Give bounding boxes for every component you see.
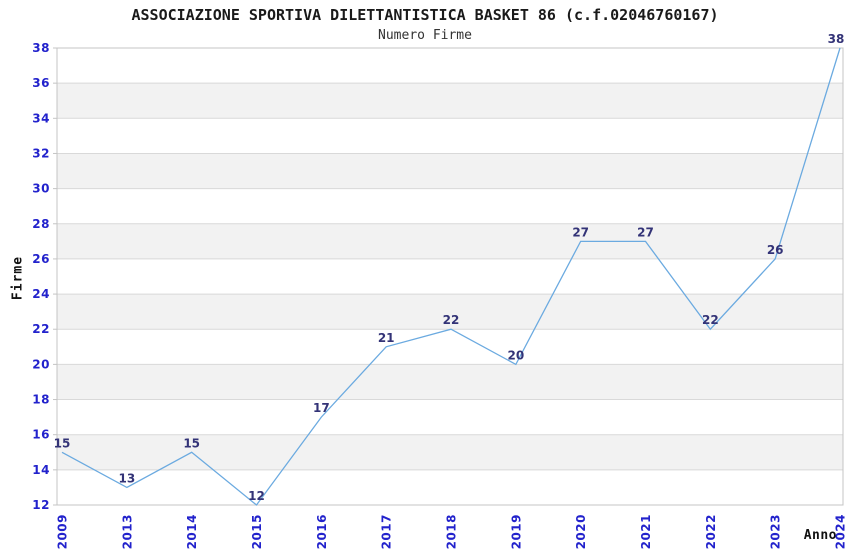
x-tick-label: 2018 bbox=[445, 514, 459, 549]
data-line bbox=[61, 47, 841, 506]
y-tick-label: 22 bbox=[32, 322, 50, 336]
x-tick-label: 2017 bbox=[380, 514, 394, 549]
plot-border bbox=[56, 47, 844, 506]
x-tick-label: 2009 bbox=[56, 514, 70, 549]
data-point-label: 22 bbox=[443, 313, 460, 327]
x-tick-label: 2024 bbox=[834, 514, 848, 549]
chart-subtitle: Numero Firme bbox=[378, 28, 472, 43]
plot-band bbox=[57, 294, 843, 330]
y-tick-label: 12 bbox=[32, 498, 50, 512]
y-tick-label: 28 bbox=[32, 217, 50, 231]
data-point-label: 26 bbox=[767, 243, 784, 257]
x-axis-title: Anno bbox=[803, 528, 837, 543]
x-tick-label: 2014 bbox=[185, 514, 199, 549]
plot-band bbox=[57, 223, 843, 259]
data-point-label: 38 bbox=[828, 32, 845, 46]
y-tick-label: 32 bbox=[32, 146, 50, 160]
plot-band bbox=[57, 153, 843, 189]
y-tick-label: 14 bbox=[32, 463, 50, 477]
data-point-label: 15 bbox=[54, 436, 71, 450]
y-tick-label: 36 bbox=[32, 76, 50, 90]
data-point-label: 27 bbox=[572, 225, 589, 239]
data-point-label: 27 bbox=[637, 225, 654, 239]
plot-band bbox=[57, 83, 843, 119]
data-point-label: 15 bbox=[183, 436, 200, 450]
x-tick-label: 2023 bbox=[769, 514, 783, 549]
x-tick-label: 2020 bbox=[574, 514, 588, 549]
plot-band bbox=[57, 364, 843, 400]
data-point-label: 20 bbox=[507, 348, 524, 362]
chart-title: ASSOCIAZIONE SPORTIVA DILETTANTISTICA BA… bbox=[131, 6, 719, 24]
data-point-label: 21 bbox=[378, 331, 395, 345]
x-tick-label: 2019 bbox=[509, 514, 523, 549]
data-point-label: 13 bbox=[118, 471, 135, 485]
plot-band bbox=[57, 434, 843, 470]
y-tick-label: 16 bbox=[32, 428, 50, 442]
data-point-label: 17 bbox=[313, 401, 330, 415]
x-tick-label: 2021 bbox=[639, 514, 653, 549]
x-tick-label: 2013 bbox=[120, 514, 134, 549]
x-tick-label: 2016 bbox=[315, 514, 329, 549]
y-tick-label: 26 bbox=[32, 252, 50, 266]
data-point-label: 12 bbox=[248, 489, 265, 503]
y-tick-label: 24 bbox=[32, 287, 50, 301]
y-tick-label: 34 bbox=[32, 111, 50, 125]
x-tick-label: 2015 bbox=[250, 514, 264, 549]
y-tick-label: 38 bbox=[32, 41, 50, 55]
y-tick-label: 30 bbox=[32, 182, 50, 196]
y-tick-label: 20 bbox=[32, 357, 50, 371]
data-point-label: 22 bbox=[702, 313, 719, 327]
x-tick-label: 2022 bbox=[704, 514, 718, 549]
y-tick-label: 18 bbox=[32, 393, 50, 407]
